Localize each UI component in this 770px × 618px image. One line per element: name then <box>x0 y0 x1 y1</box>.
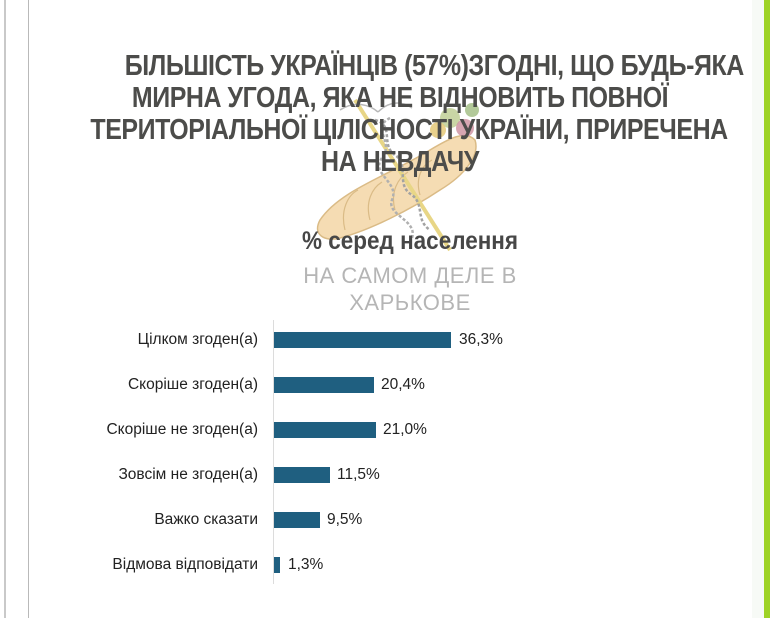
bar-row: Важко сказати 9,5% <box>0 511 770 529</box>
value-label: 36,3% <box>459 331 503 348</box>
bar <box>274 332 451 348</box>
bar <box>274 467 330 483</box>
bar-row: Цілком згоден(а) 36,3% <box>0 331 770 349</box>
watermark-line-1: НА САМОМ ДЕЛЕ В <box>303 263 517 288</box>
chart-title-line-2: МИРНА УГОДА, ЯКА НЕ ВІДНОВИТЬ ПОВНОЇ <box>131 82 669 114</box>
frame-shade-right <box>752 0 764 618</box>
frame-border-left-inner <box>28 0 29 618</box>
cornucopia-logo-icon <box>316 98 479 252</box>
watermark-text: НА САМОМ ДЕЛЕ В ХАРЬКОВЕ <box>230 262 590 316</box>
category-label: Цілком згоден(а) <box>137 331 258 348</box>
bar <box>274 377 374 393</box>
watermark-line-2: ХАРЬКОВЕ <box>349 290 471 315</box>
bar-row: Скоріше згоден(а) 20,4% <box>0 376 770 394</box>
bar-row: Відмова відповідати 1,3% <box>0 556 770 574</box>
chart-subtitle-text: % серед населення <box>301 227 519 255</box>
chart-title-line-3: ТЕРИТОРІАЛЬНОЇ ЦІЛІСНОСТІ УКРАЇНИ, ПРИРЕ… <box>90 114 728 146</box>
category-label: Зовсім не згоден(а) <box>118 466 258 483</box>
category-axis-line <box>273 320 274 584</box>
chart-title: БІЛЬШІСТЬ УКРАЇНЦІВ (57%)ЗГОДНІ, ЩО БУДЬ… <box>40 50 760 178</box>
value-label: 21,0% <box>383 421 427 438</box>
bar-row: Скоріше не згоден(а) 21,0% <box>0 421 770 439</box>
bar <box>274 512 320 528</box>
value-label: 20,4% <box>381 376 425 393</box>
value-label: 1,3% <box>288 556 324 573</box>
chart-title-line-1: БІЛЬШІСТЬ УКРАЇНЦІВ (57%)ЗГОДНІ, ЩО БУДЬ… <box>124 50 744 82</box>
bar-row: Зовсім не згоден(а) 11,5% <box>0 466 770 484</box>
chart-title-line-4: НА НЕВДАЧУ <box>321 146 479 178</box>
value-label: 11,5% <box>337 466 380 483</box>
category-label: Відмова відповідати <box>112 556 258 573</box>
bar <box>274 557 280 573</box>
value-label: 9,5% <box>327 511 363 528</box>
frame-border-left <box>4 0 6 618</box>
green-accent-bar <box>764 0 770 618</box>
category-label: Скоріше не згоден(а) <box>106 421 258 438</box>
category-label: Скоріше згоден(а) <box>127 376 258 393</box>
category-label: Важко сказати <box>154 511 258 528</box>
bar <box>274 422 376 438</box>
chart-subtitle: % серед населення <box>200 226 620 256</box>
